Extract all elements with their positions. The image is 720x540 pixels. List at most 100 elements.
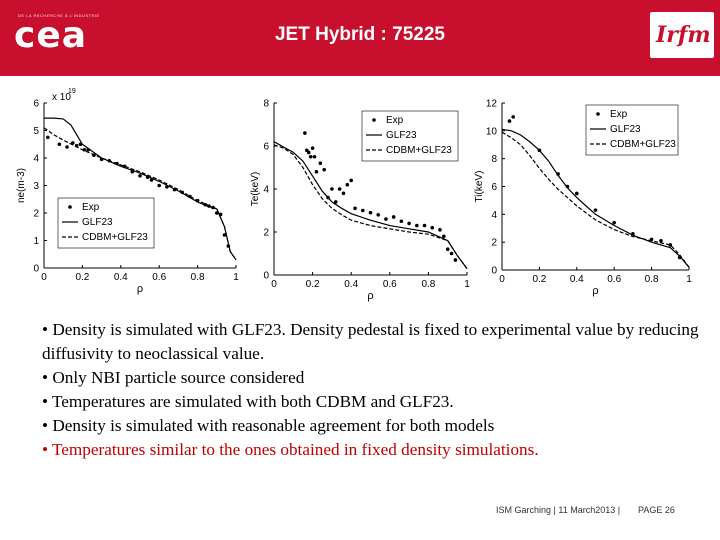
y-tick-label: 0 — [33, 264, 39, 275]
exp-data-point — [453, 258, 458, 262]
exp-data-point — [631, 232, 635, 236]
exp-data-point — [438, 228, 442, 232]
x-tick-label: 1 — [686, 274, 692, 285]
exp-data-point — [537, 148, 542, 153]
exp-data-point — [556, 172, 560, 176]
legend-marker-exp — [68, 205, 72, 209]
exp-data-point — [203, 202, 208, 207]
footer-page-number: PAGE 26 — [638, 505, 675, 515]
slide-title: JET Hybrid : 75225 — [274, 24, 446, 45]
y-tick-label: 6 — [491, 182, 497, 193]
y-tick-label: 4 — [491, 210, 497, 221]
x-tick-label: 0.8 — [191, 272, 205, 283]
exp-data-point — [360, 208, 365, 213]
cdbm-glf23-curve — [43, 127, 237, 261]
header-bar: DE LA RECHERCHE À L'INDUSTRIE cea JET Hy… — [0, 0, 720, 76]
exp-data-point — [99, 157, 104, 162]
exp-data-point — [157, 183, 161, 188]
cea-logo: cea — [14, 15, 88, 56]
y-tick-label: 12 — [486, 99, 498, 110]
x-tick-label: 0.6 — [152, 272, 166, 283]
exp-data-point — [145, 175, 150, 180]
cdbm-glf23-curve — [273, 144, 468, 269]
exp-data-point — [65, 145, 69, 149]
exp-data-point — [322, 167, 326, 172]
exponent-label: x 10 — [52, 92, 71, 103]
bullet-item: • Density is simulated with GLF23. Densi… — [42, 320, 699, 363]
y-tick-label: 6 — [263, 142, 269, 153]
bullet-item-highlight: • Temperatures similar to the ones obtai… — [42, 440, 539, 459]
exp-data-point — [345, 182, 350, 187]
y-tick-label: 3 — [33, 181, 39, 192]
exp-data-point — [384, 217, 388, 221]
bullet-list: • Density is simulated with GLF23. Densi… — [42, 318, 702, 462]
y-tick-label: 0 — [491, 266, 497, 277]
exp-data-point — [677, 255, 682, 260]
exp-data-point — [330, 187, 334, 191]
y-tick-label: 0 — [263, 271, 269, 282]
legend-box — [361, 110, 459, 162]
exp-data-point — [222, 233, 227, 237]
x-tick-label: 0.2 — [306, 279, 320, 290]
footer-event: ISM Garching | 11 March2013 | — [496, 505, 621, 515]
irfm-logo-background — [650, 12, 714, 58]
legend-label: Exp — [386, 115, 404, 126]
glf23-curve — [273, 141, 468, 269]
y-tick-label: 8 — [263, 99, 269, 110]
x-axis-label: ρ — [137, 283, 143, 295]
exp-data-point — [353, 206, 357, 211]
legend-label: Exp — [610, 109, 628, 120]
x-tick-label: 0 — [499, 274, 505, 285]
exp-data-point — [172, 187, 177, 192]
x-tick-label: 0.2 — [532, 274, 546, 285]
exp-data-point — [612, 220, 616, 225]
exp-data-point — [86, 147, 90, 152]
exp-data-point — [341, 191, 346, 196]
y-tick-label: 6 — [33, 99, 39, 110]
exp-data-point — [507, 119, 512, 123]
exp-data-point — [415, 223, 419, 228]
exp-data-point — [668, 243, 673, 247]
y-tick-label: 8 — [491, 154, 497, 165]
exp-data-point — [593, 208, 598, 212]
exp-data-point — [308, 154, 313, 159]
exp-data-point — [337, 187, 342, 191]
x-tick-label: 0.4 — [344, 279, 358, 290]
exp-data-point — [74, 143, 79, 148]
x-axis-label: ρ — [367, 290, 373, 302]
exp-data-point — [649, 237, 654, 242]
exp-data-point — [226, 244, 231, 248]
exp-data-point — [78, 142, 83, 147]
ion-temperature-chart: 0 0.2 0.4 0.6 0.8 1024681012ρTi(keV)ExpGLF23C… — [474, 99, 692, 298]
legend-label: GLF23 — [82, 217, 113, 228]
exp-data-point — [333, 200, 338, 204]
exponent-power: 19 — [68, 88, 76, 95]
exp-data-point — [442, 234, 446, 239]
exp-data-point — [122, 164, 127, 169]
bullet-item: • Temperatures are simulated with both C… — [42, 392, 454, 411]
exp-data-point — [211, 205, 215, 210]
legend-marker-exp — [372, 118, 376, 122]
exp-data-point — [575, 191, 579, 196]
exp-data-point — [314, 170, 319, 174]
exp-data-point — [207, 204, 211, 208]
x-tick-label: 0.8 — [421, 279, 435, 290]
bullet-item: • Only NBI particle source considered — [42, 368, 305, 387]
exp-data-point — [165, 185, 169, 189]
cdbm-glf23-curve — [501, 131, 690, 268]
exp-data-point — [349, 178, 354, 183]
x-tick-label: 0.2 — [75, 272, 89, 283]
x-tick-label: 0.4 — [114, 272, 128, 283]
exp-data-point — [407, 221, 411, 226]
exp-data-point — [57, 142, 62, 147]
legend-label: CDBM+GLF23 — [610, 139, 676, 150]
x-tick-label: 0 — [41, 272, 47, 283]
y-axis-label: ne(m-3) — [16, 168, 27, 203]
x-tick-label: 0.4 — [570, 274, 584, 285]
electron-temperature-chart: 0 0.2 0.4 0.6 0.8 1 0 2 4 6 8 ρ Te(keV) Exp GLF23 CDBM+… — [250, 99, 470, 303]
exp-data-point — [310, 146, 315, 150]
exp-data-point — [399, 219, 404, 224]
y-tick-label: 4 — [33, 154, 39, 165]
exp-data-point — [46, 135, 50, 140]
glf23-curve — [501, 128, 690, 268]
